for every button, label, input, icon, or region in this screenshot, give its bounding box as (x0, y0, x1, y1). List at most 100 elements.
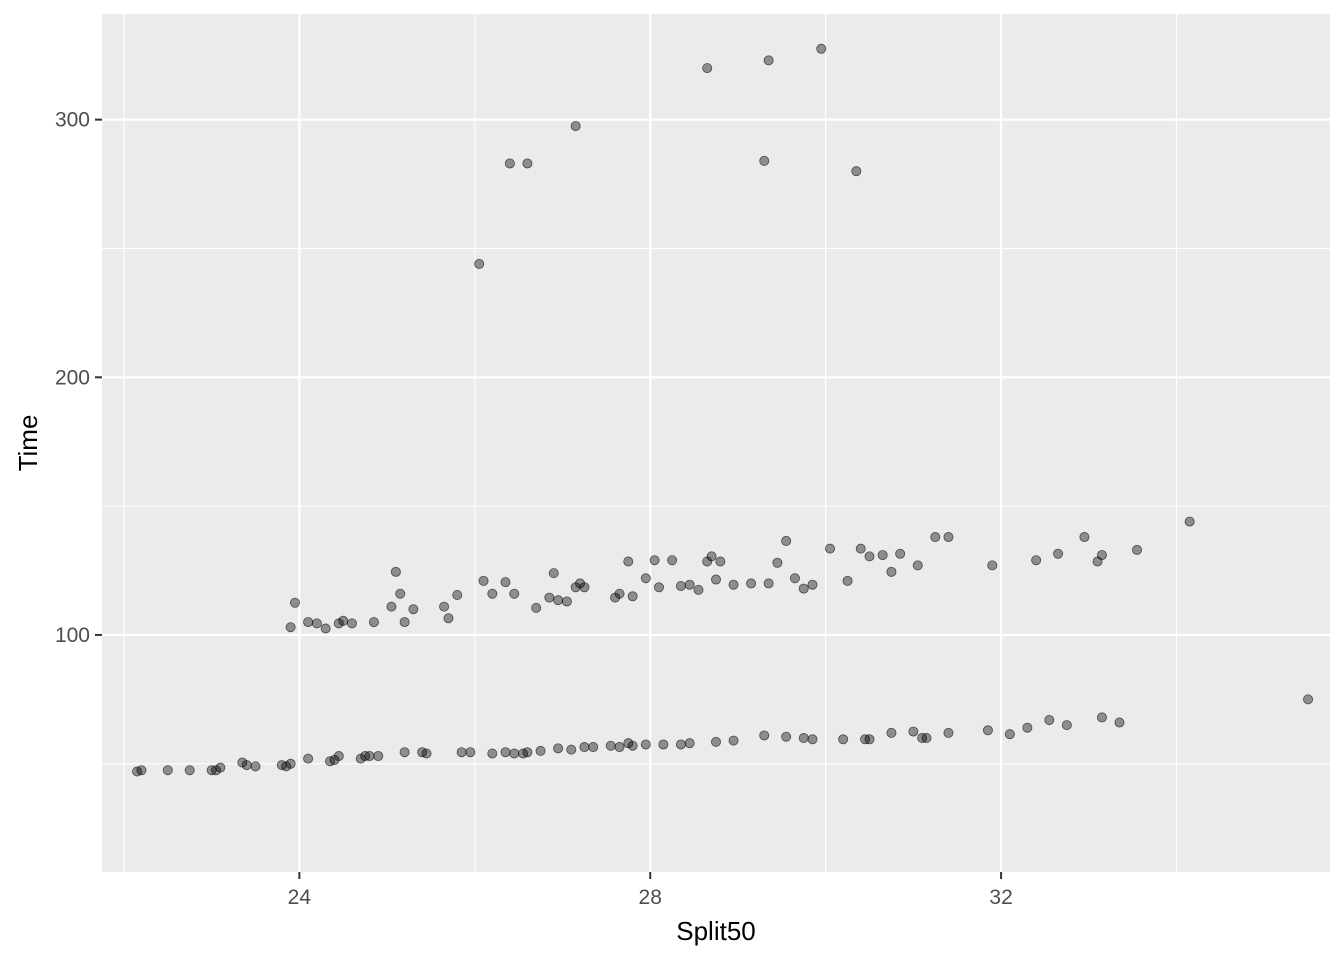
data-point (649, 555, 660, 566)
x-axis-title: Split50 (676, 916, 756, 946)
data-point (1132, 544, 1143, 555)
data-point (1079, 532, 1090, 543)
data-point (759, 730, 770, 741)
data-point (908, 726, 919, 737)
data-point (487, 588, 498, 599)
data-point (798, 583, 809, 594)
data-point (588, 742, 599, 753)
data-point (1022, 722, 1033, 733)
data-point (943, 727, 954, 738)
data-point (500, 747, 511, 758)
data-point (715, 556, 726, 567)
data-point (285, 622, 296, 633)
data-point (728, 579, 739, 590)
data-point (838, 734, 849, 745)
data-point (614, 588, 625, 599)
data-point (807, 734, 818, 745)
y-axis: 100 200 300 (55, 109, 102, 647)
data-point (553, 743, 564, 754)
data-point (162, 765, 173, 776)
data-point (1031, 555, 1042, 566)
data-point (215, 762, 226, 773)
data-point (561, 596, 572, 607)
data-point (368, 617, 379, 628)
data-point (1303, 694, 1314, 705)
data-point (311, 618, 322, 629)
y-tick-label: 200 (55, 366, 90, 389)
data-point (886, 727, 897, 738)
data-point (653, 582, 664, 593)
data-point (241, 760, 252, 771)
x-axis: 24 28 32 (288, 872, 1013, 909)
data-point (570, 121, 581, 132)
data-point (509, 748, 520, 759)
data-point (522, 158, 533, 169)
y-tick-label: 300 (55, 109, 90, 132)
data-point (509, 588, 520, 599)
data-point (675, 581, 686, 592)
data-point (706, 551, 717, 562)
data-point (711, 736, 722, 747)
y-axis-title: Time (13, 415, 43, 472)
data-point (522, 747, 533, 758)
data-point (605, 740, 616, 751)
data-point (798, 733, 809, 744)
data-point (667, 555, 678, 566)
data-point (250, 761, 261, 772)
data-point (289, 597, 300, 608)
data-point (456, 747, 467, 758)
data-point (478, 575, 489, 586)
data-point (711, 574, 722, 585)
x-tick-label: 24 (288, 886, 312, 909)
x-tick-label: 32 (989, 886, 1012, 909)
data-point (987, 560, 998, 571)
data-point (746, 578, 757, 589)
data-point (1114, 717, 1125, 728)
data-point (614, 742, 625, 753)
data-point (531, 602, 542, 613)
data-point (877, 550, 888, 561)
data-point (364, 751, 375, 762)
data-point (1004, 729, 1015, 740)
major-gridlines (102, 14, 1330, 872)
data-point (816, 43, 827, 54)
data-point (658, 739, 669, 750)
data-point (675, 739, 686, 750)
data-point (333, 751, 344, 762)
y-tick-label: 100 (55, 624, 90, 647)
data-point (781, 731, 792, 742)
x-tick-label: 28 (639, 886, 662, 909)
data-point (421, 748, 432, 759)
minor-gridlines (102, 14, 1330, 872)
data-point (303, 617, 314, 628)
data-point (452, 590, 463, 601)
data-point (842, 575, 853, 586)
data-point (346, 618, 357, 629)
data-point (184, 765, 195, 776)
data-point (474, 258, 485, 269)
data-point (443, 613, 454, 624)
data-point (504, 158, 515, 169)
data-point (544, 592, 555, 603)
data-point (895, 548, 906, 559)
data-point (623, 556, 634, 567)
data-point (548, 568, 559, 579)
data-point (693, 584, 704, 595)
data-point (759, 155, 770, 166)
data-point (320, 623, 331, 634)
data-point (386, 601, 397, 612)
data-point (772, 557, 783, 568)
data-point (982, 725, 993, 736)
data-point (1061, 720, 1072, 731)
data-point (930, 532, 941, 543)
data-point (535, 745, 546, 756)
data-points (132, 43, 1314, 777)
data-point (579, 582, 590, 593)
data-point (763, 55, 774, 66)
data-point (627, 591, 638, 602)
data-point (886, 566, 897, 577)
data-point (1096, 550, 1107, 561)
data-point (728, 735, 739, 746)
data-point (285, 758, 296, 769)
